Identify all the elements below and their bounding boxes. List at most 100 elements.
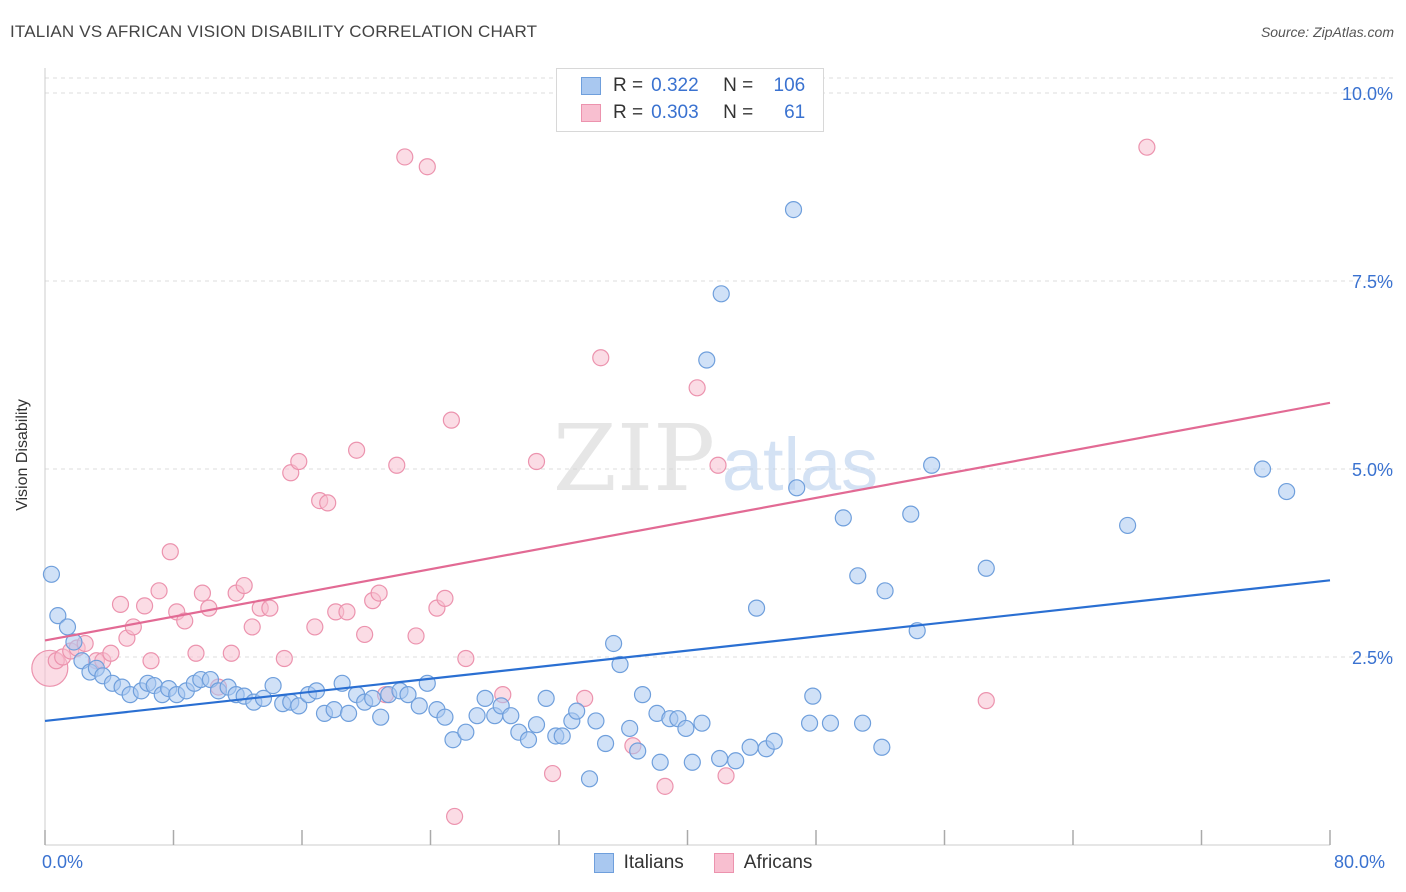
italian-point [436,708,454,726]
italian-point [711,749,729,768]
italians-trend-line [44,579,1331,723]
italian-point [587,712,605,730]
africans-legend-swatch [713,853,734,873]
grid [45,77,1394,658]
african-point [102,644,120,662]
italian-point [65,633,83,651]
african-point [161,543,179,561]
italian-point [923,456,941,474]
series-africans [31,138,1156,826]
y-tick-label: 2.5% [1352,648,1393,668]
african-point [290,452,308,471]
italian-point [727,752,745,770]
african-point [688,379,706,397]
african-point [235,576,253,595]
african-point [709,456,727,474]
n-value: 61 [784,102,806,123]
african-point [977,692,995,710]
x-max-label: 80.0% [1334,852,1386,872]
legend-row-italians: R = 0.322 N = 106 [581,73,805,99]
italian-point [339,704,358,723]
africans-trend-line [44,401,1331,642]
italian-point [537,689,555,707]
african-point [356,625,374,644]
trend-lines [44,401,1331,723]
african-point [436,589,454,607]
x-min-label: 0.0% [42,852,84,872]
african-point [576,689,594,707]
y-tick-label: 10.0% [1342,84,1393,104]
african-point [135,597,154,615]
italian-point [765,732,783,750]
y-axis-title: Vision Disability [14,399,31,511]
italian-point [1119,516,1137,535]
african-point [261,599,279,617]
y-tick-labels: 2.5% 5.0% 7.5% 10.0% [1342,84,1393,668]
italian-point [1278,482,1296,501]
african-point [388,456,406,474]
african-point [717,767,735,785]
italian-point [804,687,822,705]
african-point [442,411,460,429]
african-point [396,148,414,166]
italian-point [611,655,629,674]
african-point [176,612,194,630]
italian-point [568,702,586,720]
italian-point [519,731,538,749]
italians-legend-swatch [593,853,614,873]
italian-point [444,731,462,749]
italian-point [821,714,840,732]
italian-point [42,565,61,583]
italians-swatch [581,77,601,95]
legend-series: Italians Africans [0,852,1406,874]
italian-point [873,738,891,756]
italian-point [902,505,920,523]
chart-title: ITALIAN VS AFRICAN VISION DISABILITY COR… [10,22,538,41]
african-point [370,584,388,602]
african-point [338,603,356,621]
watermark-zip: ZIP [553,405,715,512]
italian-point [712,285,730,303]
african-point [656,777,674,795]
african-point [543,764,562,783]
italian-point [677,719,695,738]
legend-row-africans: R = 0.303 N = 61 [581,100,805,126]
n-label: N = [723,102,754,123]
series-italians [42,200,1296,788]
italian-point [784,200,803,219]
italian-point [853,714,872,732]
african-point [111,595,130,613]
source-label: Source: ZipAtlas.com [1260,24,1394,40]
african-point [222,644,240,662]
italians-legend-label: Italians [623,852,684,873]
italian-point [457,723,475,741]
african-point [348,441,366,459]
africans-legend-label: Africans [743,852,813,873]
africans-swatch [581,104,601,122]
african-point [457,649,475,668]
italian-point [698,351,716,369]
r-value: 0.303 [651,102,699,123]
italian-point [977,559,995,577]
italian-point [476,689,494,707]
legend-stats: R = 0.322 N = 106 R = 0.303 N = 61 [556,68,824,132]
african-point [1138,138,1156,156]
legend-item-africans[interactable]: Africans [713,852,813,874]
italian-point [553,727,571,745]
african-point [407,627,425,645]
italian-point [747,599,766,617]
axes [44,68,1331,846]
african-point [527,452,546,471]
african-point [142,652,160,670]
italian-point [621,719,639,738]
italian-point [264,676,282,695]
italian-point [683,753,701,771]
african-point [124,618,142,636]
legend-item-italians[interactable]: Italians [593,852,684,874]
italian-point [1253,460,1272,478]
african-point [275,649,293,668]
italian-point [876,582,894,600]
african-point [592,349,610,367]
n-value: 106 [773,75,806,96]
